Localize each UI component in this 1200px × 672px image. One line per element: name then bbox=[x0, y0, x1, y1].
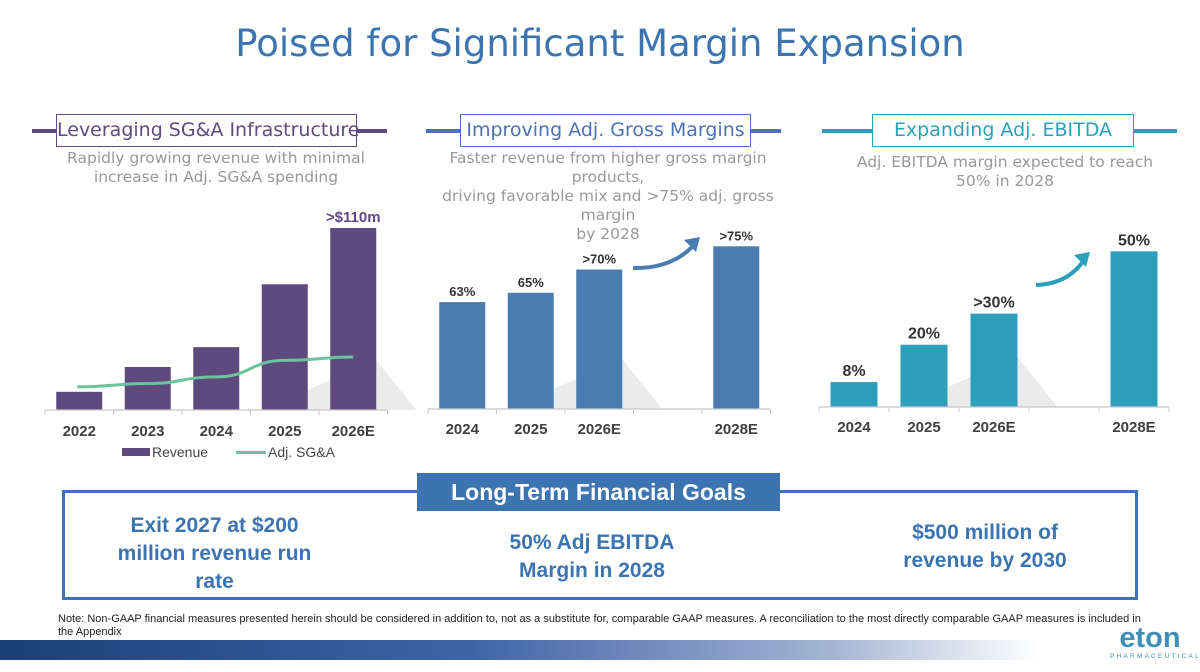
growth-arrow-shaft bbox=[632, 243, 696, 271]
x-tick-label: 2025 bbox=[268, 423, 301, 440]
logo-wordmark: eton bbox=[1119, 622, 1181, 654]
growth-arrow-head bbox=[1074, 252, 1090, 267]
data-label: 50% bbox=[1118, 232, 1150, 249]
bar bbox=[830, 382, 878, 407]
section-3-header: Expanding Adj. EBITDA bbox=[872, 114, 1134, 147]
bar bbox=[970, 313, 1018, 407]
bar bbox=[576, 269, 623, 409]
section-2-description-line: Faster revenue from higher gross margin … bbox=[449, 149, 767, 186]
growth-arrow-icon bbox=[1035, 252, 1090, 287]
goal-revenue-run-rate: Exit 2027 at $200 million revenue run ra… bbox=[92, 512, 337, 596]
x-tick-label: 2028E bbox=[715, 421, 758, 438]
footnote: Note: Non-GAAP financial measures presen… bbox=[58, 613, 1141, 638]
gross-margin-chart: 2024 2025 2026E 2028E 63% 65% >70% >75% bbox=[427, 228, 771, 438]
data-label: 65% bbox=[518, 275, 544, 290]
section-1-header: Leveraging SG&A Infrastructure bbox=[56, 114, 359, 147]
section-3-description-line: 50% in 2028 bbox=[956, 172, 1054, 190]
bar bbox=[713, 246, 760, 409]
goal-line: million revenue run bbox=[117, 542, 312, 565]
section-2-header: Improving Adj. Gross Margins bbox=[460, 114, 751, 147]
x-tick-label: 2023 bbox=[131, 423, 164, 440]
section-2-description-line: by 2028 bbox=[576, 225, 640, 243]
x-tick-label: 2025 bbox=[907, 419, 940, 436]
x-tick-label: 2026E bbox=[332, 423, 375, 440]
growth-arrow-shaft bbox=[1035, 258, 1086, 287]
bar bbox=[900, 344, 948, 407]
growth-arrow-head bbox=[684, 237, 700, 252]
bar bbox=[1110, 251, 1158, 407]
company-logo: eton PHARMACEUTICALS bbox=[1110, 622, 1200, 661]
data-label: >75% bbox=[719, 228, 753, 243]
x-tick-label: 2026E bbox=[972, 419, 1015, 436]
ebitda-margin-chart: 2024 2025 2026E 2028E 8% 20% >30% 50% bbox=[818, 232, 1170, 436]
footer-bar bbox=[0, 640, 1040, 660]
section-1-description-line: Rapidly growing revenue with minimal bbox=[67, 149, 365, 167]
data-label: >70% bbox=[582, 252, 616, 267]
page-title: Poised for Significant Margin Expansion bbox=[235, 22, 965, 65]
bar bbox=[330, 228, 377, 410]
bar bbox=[439, 302, 486, 409]
goal-revenue-2030: $500 million of revenue by 2030 bbox=[860, 519, 1110, 575]
section-3-description: Adj. EBITDA margin expected to reach 50%… bbox=[846, 153, 1164, 191]
logo-subtitle: PHARMACEUTICALS bbox=[1110, 653, 1200, 660]
goals-title: Long-Term Financial Goals bbox=[417, 473, 780, 511]
data-label: 63% bbox=[449, 284, 475, 299]
revenue-legend-label: Revenue bbox=[152, 444, 209, 460]
x-tick-label: 2028E bbox=[1112, 419, 1155, 436]
data-label: 20% bbox=[908, 326, 940, 343]
section-2-description: Faster revenue from higher gross margin … bbox=[416, 149, 800, 244]
x-tick-label: 2024 bbox=[200, 423, 234, 440]
bar bbox=[124, 366, 171, 410]
section-3-description-line: Adj. EBITDA margin expected to reach bbox=[856, 153, 1154, 171]
data-label: >30% bbox=[973, 295, 1014, 312]
sga-legend-label: Adj. SG&A bbox=[268, 444, 335, 460]
data-label: 8% bbox=[842, 363, 865, 380]
goal-line: Margin in 2028 bbox=[519, 559, 665, 582]
section-2-description-line: driving favorable mix and >75% adj. gros… bbox=[442, 187, 774, 224]
x-tick-label: 2025 bbox=[514, 421, 547, 438]
growth-arrow-icon bbox=[632, 237, 700, 271]
sga-legend-swatch bbox=[236, 450, 267, 454]
data-label: >$110m bbox=[326, 209, 381, 226]
goal-ebitda-margin: 50% Adj EBITDA Margin in 2028 bbox=[472, 529, 712, 585]
bar bbox=[261, 284, 308, 410]
x-tick-label: 2024 bbox=[446, 421, 480, 438]
sga-line bbox=[77, 355, 354, 389]
goal-line: rate bbox=[195, 570, 234, 593]
x-tick-label: 2022 bbox=[63, 423, 96, 440]
revenue-chart-legend: Revenue Adj. SG&A bbox=[122, 444, 335, 460]
bar bbox=[56, 391, 103, 410]
revenue-legend-swatch bbox=[122, 448, 150, 456]
goal-line: revenue by 2030 bbox=[903, 549, 1067, 572]
section-1-description-line: increase in Adj. SG&A spending bbox=[93, 168, 339, 186]
revenue-sga-chart: 2022 2023 2024 2025 2026E >$110m bbox=[44, 209, 417, 440]
x-tick-label: 2026E bbox=[578, 421, 621, 438]
goal-line: $500 million of bbox=[912, 521, 1058, 544]
goal-line: Exit 2027 at $200 bbox=[130, 514, 299, 537]
bar bbox=[507, 292, 554, 409]
goal-line: 50% Adj EBITDA bbox=[509, 531, 675, 554]
section-1-description: Rapidly growing revenue with minimal inc… bbox=[36, 149, 396, 187]
x-tick-label: 2024 bbox=[837, 419, 871, 436]
